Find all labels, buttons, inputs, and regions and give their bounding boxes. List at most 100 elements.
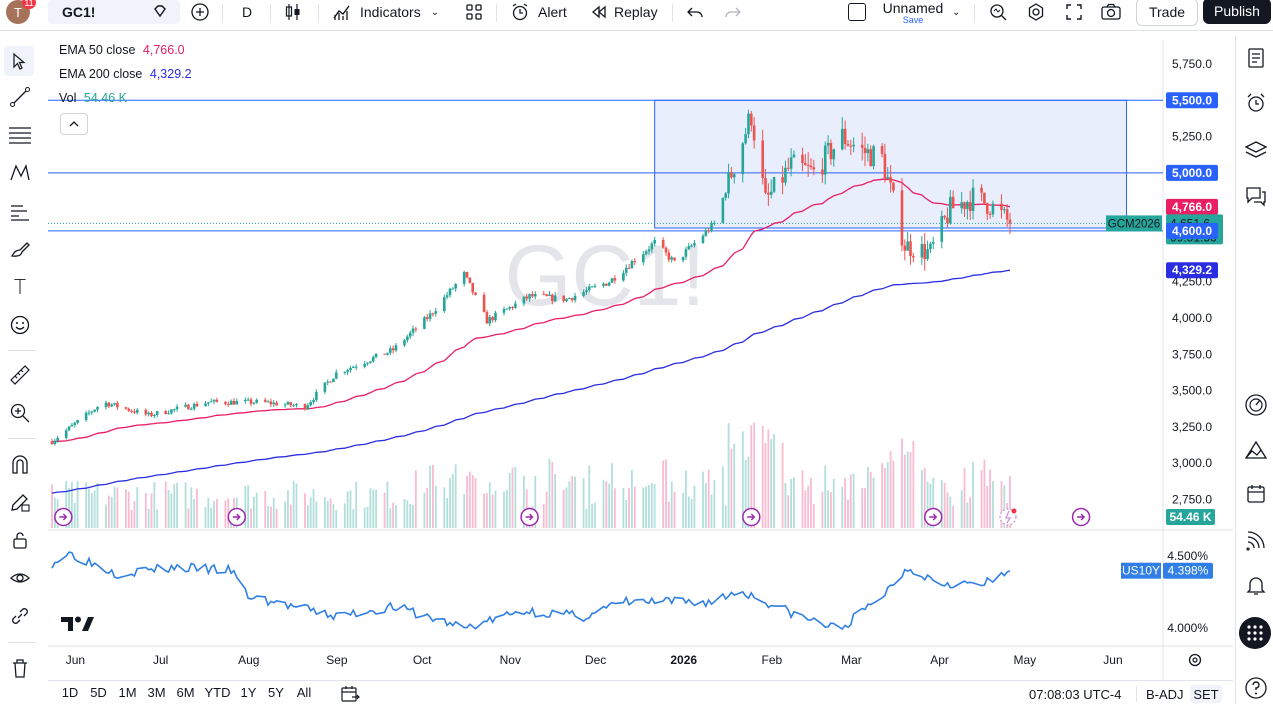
volume-bar <box>392 502 395 528</box>
candle <box>135 407 139 415</box>
x-tick-label: 2026 <box>670 653 697 667</box>
volume-bar <box>824 465 827 528</box>
snapshot-button[interactable] <box>1100 0 1122 24</box>
volume-bar <box>173 484 176 528</box>
adjustment-button[interactable]: B-ADJ <box>1146 685 1184 703</box>
indicators-button[interactable]: Indicators ⌄ <box>332 0 439 24</box>
redo-button[interactable] <box>724 0 742 24</box>
object-tree-button[interactable] <box>1244 138 1268 162</box>
quick-search-button[interactable] <box>988 0 1008 24</box>
symbol-search[interactable]: GC1! <box>48 0 180 24</box>
range-button-5d[interactable]: 5D <box>90 685 107 700</box>
candle <box>309 400 312 407</box>
ideas-button[interactable] <box>1244 438 1268 462</box>
range-button-1d[interactable]: 1D <box>61 685 79 700</box>
chevron-down-icon[interactable]: ⌄ <box>952 6 961 18</box>
brush-tool-button[interactable] <box>8 237 32 261</box>
candle <box>707 227 710 234</box>
ema200-line[interactable] <box>51 269 1011 494</box>
volume-legend[interactable]: Vol 54.46 K <box>59 91 127 105</box>
chats-button[interactable] <box>1244 184 1268 208</box>
undo-button[interactable] <box>686 0 704 24</box>
hide-drawings-button[interactable] <box>8 566 32 590</box>
earnings-flash-icon[interactable] <box>999 508 1017 526</box>
range-button-all[interactable]: All <box>296 685 312 700</box>
volume-bar <box>375 489 377 528</box>
help-button[interactable] <box>1244 676 1268 700</box>
lock-drawings-button[interactable] <box>8 528 32 552</box>
alert-button[interactable]: Alert <box>510 0 567 24</box>
emoji-tool-button[interactable] <box>8 313 32 337</box>
range-button-3m[interactable]: 3M <box>147 685 166 700</box>
settings-button[interactable] <box>1026 0 1046 24</box>
us10y-line[interactable] <box>51 551 1011 631</box>
cursor-tool-button[interactable] <box>4 46 34 76</box>
ema200-legend[interactable]: EMA 200 close 4,329.2 <box>59 67 192 81</box>
candle <box>624 264 628 276</box>
range-button-5y[interactable]: 5Y <box>268 685 284 700</box>
prediction-tool-button[interactable] <box>8 199 32 223</box>
date-range-button[interactable] <box>340 685 360 703</box>
range-button-1m[interactable]: 1M <box>118 685 137 700</box>
candle <box>931 236 935 250</box>
volume-bar <box>906 451 909 528</box>
candle <box>912 252 915 263</box>
session-button[interactable]: SET <box>1190 685 1222 703</box>
compare-symbol-button[interactable] <box>190 0 210 24</box>
range-button-6m[interactable]: 6M <box>176 685 195 700</box>
notifications-button[interactable] <box>1244 573 1268 597</box>
event-marker-icon[interactable] <box>742 507 761 527</box>
event-marker-icon[interactable] <box>923 507 943 527</box>
technicals-button[interactable] <box>1244 393 1268 417</box>
candle <box>96 406 99 413</box>
volume-bar <box>167 489 170 528</box>
calendar-button[interactable] <box>1244 482 1268 506</box>
layout-name-button[interactable]: Unnamed Save <box>876 0 950 26</box>
layout-checkbox-icon[interactable] <box>848 0 866 24</box>
candle <box>312 397 315 405</box>
range-box[interactable] <box>654 99 1128 229</box>
event-marker-icon[interactable] <box>1071 507 1091 527</box>
volume-bar <box>406 500 409 528</box>
replay-button[interactable]: Replay <box>590 0 658 24</box>
range-button-ytd[interactable]: YTD <box>204 685 231 700</box>
event-marker-icon[interactable] <box>520 507 539 527</box>
volume-bar <box>710 494 713 528</box>
measure-tool-button[interactable] <box>8 363 32 387</box>
timezone-button[interactable]: 07:08:03 UTC-4 <box>1029 685 1122 703</box>
candle <box>153 413 156 419</box>
ema50-line[interactable] <box>52 178 1011 443</box>
publish-button[interactable]: Publish <box>1203 0 1271 24</box>
range-button-1y[interactable]: 1Y <box>240 685 257 700</box>
volume-bar <box>750 425 753 528</box>
clock-time: 07:08:03 UTC-4 <box>1029 686 1122 702</box>
fullscreen-button[interactable] <box>1064 0 1084 24</box>
chart-canvas[interactable]: GC1! 5,750.05,250.05,000.04,250.04,000.0… <box>0 0 1235 680</box>
volume-bar <box>602 479 605 528</box>
layouts-button[interactable] <box>464 0 484 24</box>
event-marker-icon[interactable] <box>54 507 73 527</box>
lock-icon <box>13 532 27 549</box>
event-marker-icon[interactable] <box>227 507 247 527</box>
stay-drawing-button[interactable] <box>8 490 32 514</box>
avatar[interactable]: T 11 <box>6 0 36 24</box>
trade-button[interactable]: Trade <box>1136 0 1198 26</box>
pattern-tool-button[interactable] <box>8 161 32 185</box>
trend-line-tool-button[interactable] <box>8 85 32 109</box>
volume-bar <box>272 497 275 528</box>
magnet-tool-button[interactable] <box>8 452 32 476</box>
zoom-tool-button[interactable] <box>8 401 32 425</box>
sync-drawings-button[interactable] <box>8 604 32 628</box>
chart-type-button[interactable] <box>284 0 302 24</box>
news-button[interactable] <box>1244 528 1268 552</box>
ema50-legend[interactable]: EMA 50 close 4,766.0 <box>59 43 185 57</box>
alerts-button[interactable] <box>1244 91 1268 115</box>
delete-drawings-button[interactable] <box>8 656 32 680</box>
products-button[interactable] <box>1239 617 1271 649</box>
axis-settings-icon[interactable] <box>1188 653 1202 667</box>
watchlist-button[interactable] <box>1244 46 1268 70</box>
interval-button[interactable]: D <box>242 0 252 24</box>
text-tool-button[interactable]: T <box>8 275 32 299</box>
fib-tool-button[interactable] <box>8 123 32 147</box>
collapse-legend-button[interactable] <box>60 113 88 135</box>
